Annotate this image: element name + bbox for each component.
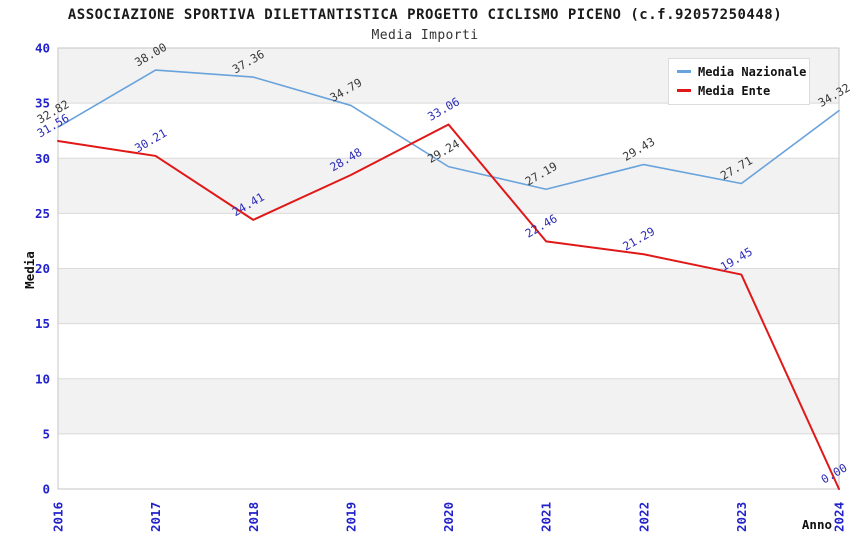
legend-item-media-nazionale: Media Nazionale <box>677 64 807 79</box>
x-tick-label: 2020 <box>441 502 456 532</box>
y-axis-title: Media <box>22 251 37 289</box>
legend-label-media-ente: Media Ente <box>698 83 771 98</box>
y-tick-label: 35 <box>35 96 50 111</box>
legend: Media Nazionale Media Ente <box>668 58 810 105</box>
legend-swatch-media-ente <box>677 89 691 92</box>
legend-label-media-nazionale: Media Nazionale <box>698 64 807 79</box>
series-line-1 <box>57 123 840 490</box>
y-tick-label: 25 <box>35 206 50 221</box>
x-axis-title: Anno <box>801 517 832 532</box>
x-tick-label: 2023 <box>734 502 749 532</box>
y-tick-label: 20 <box>35 261 50 276</box>
y-tick-label: 40 <box>35 41 50 56</box>
x-tick-label: 2016 <box>51 502 66 532</box>
legend-swatch-media-nazionale <box>677 70 691 73</box>
x-tick-label: 2017 <box>148 502 163 532</box>
x-tick-label: 2019 <box>343 502 358 532</box>
y-tick-label: 10 <box>35 371 50 386</box>
chart-title: ASSOCIAZIONE SPORTIVA DILETTANTISTICA PR… <box>67 7 783 23</box>
x-tick-label: 2022 <box>636 502 651 532</box>
x-tick-labels: 2016 2017 2018 2019 2020 2021 2022 2023 2024 <box>51 502 847 532</box>
y-tick-label: 30 <box>35 151 50 166</box>
y-tick-label: 0 <box>42 482 50 497</box>
y-tick-label: 15 <box>35 316 50 331</box>
y-tick-labels: 0 5 10 15 20 25 30 35 40 <box>35 41 50 497</box>
plot-border <box>57 47 840 490</box>
x-tick-label: 2021 <box>539 502 554 532</box>
y-tick-label: 5 <box>42 426 50 441</box>
x-tick-label: 2024 <box>832 502 847 532</box>
plot-bands <box>58 48 839 489</box>
x-tick-label: 2018 <box>246 502 261 532</box>
series-line-0 <box>57 69 840 191</box>
chart-subtitle: Media Importi <box>371 28 479 43</box>
legend-item-media-ente: Media Ente <box>677 83 803 98</box>
